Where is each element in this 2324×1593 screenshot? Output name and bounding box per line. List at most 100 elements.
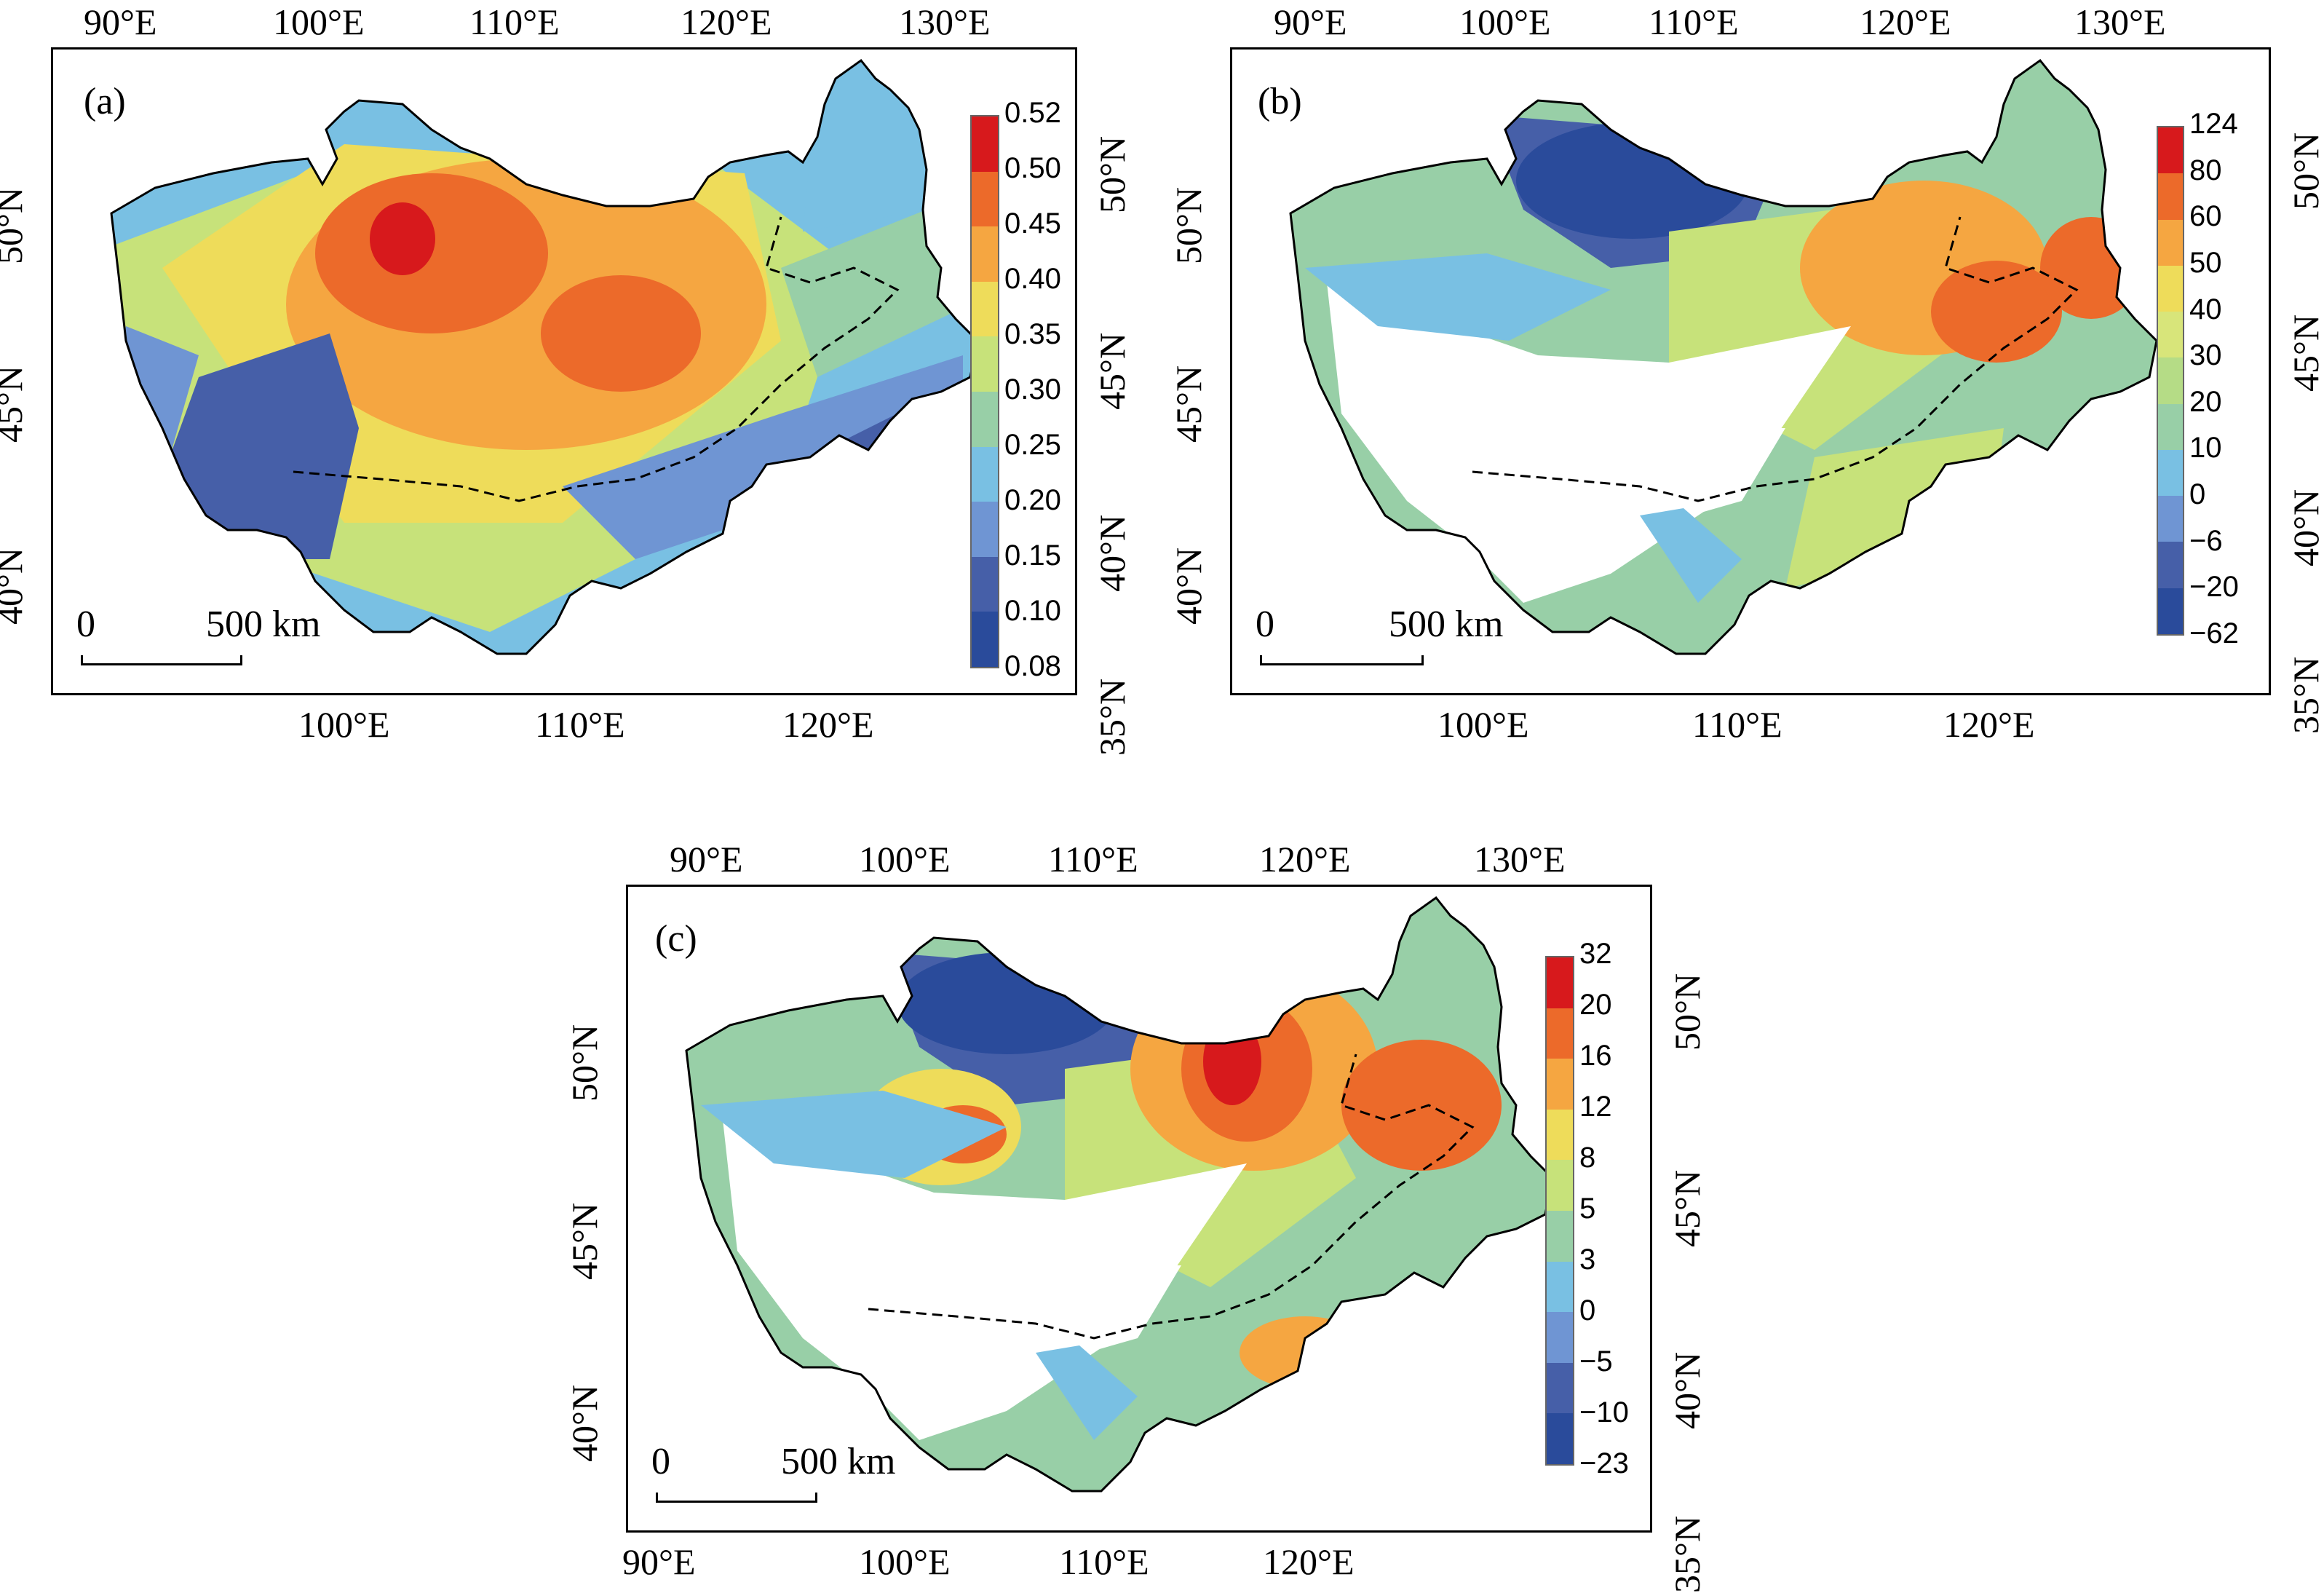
colorbar-swatch: [1547, 1261, 1573, 1313]
scale-distance-a: 500 km: [206, 604, 321, 645]
colorbar-swatch: [2158, 265, 2183, 312]
panel-label-c: (c): [655, 918, 697, 960]
right-latitude-label: 35°N: [1092, 678, 1133, 756]
bottom-longitude-label: 120°E: [782, 704, 874, 745]
panel-c: 0 500 km (c) 32 20 16 12 8 5 3 0 −5 −10 −23 90°E 10…: [564, 837, 1740, 1593]
top-longitude-label: 130°E: [899, 1, 991, 42]
colorbar-swatch: [2158, 588, 2183, 634]
colorbar-tick-label: 3: [1579, 1244, 1596, 1276]
right-latitude-label: 35°N: [2285, 656, 2324, 735]
colorbar-swatch: [2158, 496, 2183, 542]
left-latitude-label: 40°N: [1168, 547, 1210, 625]
colorbar-swatch: [1547, 1413, 1573, 1464]
colorbar-tick-label: 40: [2189, 293, 2222, 325]
colorbar-tick-label: 0.20: [1004, 484, 1061, 516]
colorbar-tick-label: 60: [2189, 200, 2222, 233]
colorbar-swatch: [2158, 449, 2183, 497]
colorbar-swatch: [1547, 1362, 1573, 1414]
colorbar-tick-label: −6: [2189, 524, 2223, 557]
map-a: [110, 59, 979, 655]
colorbar-swatch: [972, 556, 998, 612]
left-latitude-label: 50°N: [564, 1024, 606, 1102]
panel-label-b: (b): [1258, 81, 1302, 122]
colorbar-tick-label: 0.08: [1004, 650, 1061, 682]
bottom-longitude-label: 110°E: [1692, 704, 1782, 745]
right-latitude-label: 50°N: [2285, 132, 2324, 210]
bottom-longitude-label: 110°E: [1059, 1541, 1149, 1582]
left-latitude-label: 45°N: [564, 1202, 606, 1281]
top-longitude-label: 110°E: [1048, 839, 1138, 879]
bottom-longitude-label: 100°E: [1437, 704, 1529, 745]
colorbar-tick-label: 0.30: [1004, 373, 1061, 406]
bottom-longitude-label: 120°E: [1943, 704, 2035, 745]
map-frame-c: 0 500 km: [626, 885, 1652, 1533]
colorbar-swatch: [1547, 1160, 1573, 1211]
colorbar-tick-label: 20: [1579, 989, 1612, 1021]
colorbar-swatch: [972, 281, 998, 337]
top-longitude-label: 90°E: [84, 1, 157, 42]
top-longitude-label: 100°E: [273, 1, 365, 42]
colorbar-swatch: [2158, 127, 2183, 174]
colorbar-tick-label: −20: [2189, 571, 2239, 604]
colorbar-tick-label: 5: [1579, 1193, 1596, 1225]
right-latitude-label: 45°N: [1092, 332, 1133, 411]
colorbar-tick-label: 80: [2189, 154, 2222, 186]
top-longitude-label: 120°E: [1259, 839, 1351, 879]
right-latitude-label: 40°N: [1667, 1351, 1708, 1430]
colorbar-tick-label: 0.40: [1004, 263, 1061, 295]
colorbar-tick-label: 10: [2189, 432, 2222, 465]
colorbar-tick-label: 30: [2189, 339, 2222, 372]
colorbar-swatch: [2158, 219, 2183, 266]
colorbar-swatch: [1547, 957, 1573, 1008]
colorbar-tick-label: 0.35: [1004, 318, 1061, 350]
colorbar-tick-label: 32: [1579, 938, 1612, 970]
colorbar-b: [2157, 126, 2184, 636]
colorbar-tick-label: −62: [2189, 617, 2239, 649]
colorbar-swatch: [972, 612, 998, 667]
colorbar-tick-label: 124: [2189, 108, 2238, 140]
left-latitude-label: 50°N: [0, 186, 31, 265]
colorbar-tick-label: −5: [1579, 1345, 1613, 1377]
scale-bar-c: [656, 1493, 817, 1503]
right-latitude-label: 50°N: [1667, 973, 1708, 1051]
colorbar-swatch: [972, 336, 998, 392]
colorbar-tick-label: 50: [2189, 246, 2222, 279]
map-b: [1289, 59, 2158, 655]
top-longitude-label: 120°E: [681, 1, 772, 42]
colorbar-tick-label: 12: [1579, 1091, 1612, 1123]
colorbar-swatch: [1547, 1312, 1573, 1363]
top-longitude-label: 100°E: [1459, 1, 1551, 42]
top-longitude-label: 130°E: [2074, 1, 2166, 42]
colorbar-tick-label: −10: [1579, 1396, 1629, 1428]
bottom-longitude-label: 120°E: [1263, 1541, 1355, 1582]
colorbar-swatch: [972, 226, 998, 282]
colorbar-tick-label: 20: [2189, 385, 2222, 418]
left-latitude-label: 40°N: [0, 547, 31, 625]
scale-bar-b: [1260, 655, 1424, 665]
map-frame-a: 0 500 km: [51, 47, 1077, 695]
top-longitude-label: 120°E: [1860, 1, 1951, 42]
top-longitude-label: 110°E: [469, 1, 560, 42]
colorbar-swatch: [2158, 403, 2183, 450]
colorbar-tick-label: −23: [1579, 1447, 1629, 1479]
colorbar-tick-label: 0.52: [1004, 97, 1061, 129]
colorbar-tick-label: 0: [2189, 478, 2206, 511]
map-c: [685, 896, 1554, 1493]
colorbar-swatch: [972, 391, 998, 447]
scale-zero-a: 0: [76, 604, 95, 645]
colorbar-tick-label: 8: [1579, 1142, 1596, 1174]
colorbar-a: [970, 115, 999, 668]
colorbar-swatch: [2158, 312, 2183, 358]
colorbar-swatch: [1547, 1008, 1573, 1059]
right-latitude-label: 45°N: [1667, 1169, 1708, 1248]
left-latitude-label: 45°N: [1168, 365, 1210, 443]
colorbar-swatch: [972, 116, 998, 172]
colorbar-swatch: [2158, 542, 2183, 588]
top-longitude-label: 90°E: [670, 839, 743, 879]
scale-distance-c: 500 km: [781, 1441, 896, 1482]
colorbar-tick-label: 0: [1579, 1294, 1596, 1327]
right-latitude-label: 40°N: [2285, 489, 2324, 567]
colorbar-tick-label: 0.45: [1004, 207, 1061, 240]
colorbar-c: [1545, 956, 1574, 1466]
colorbar-swatch: [972, 446, 998, 502]
